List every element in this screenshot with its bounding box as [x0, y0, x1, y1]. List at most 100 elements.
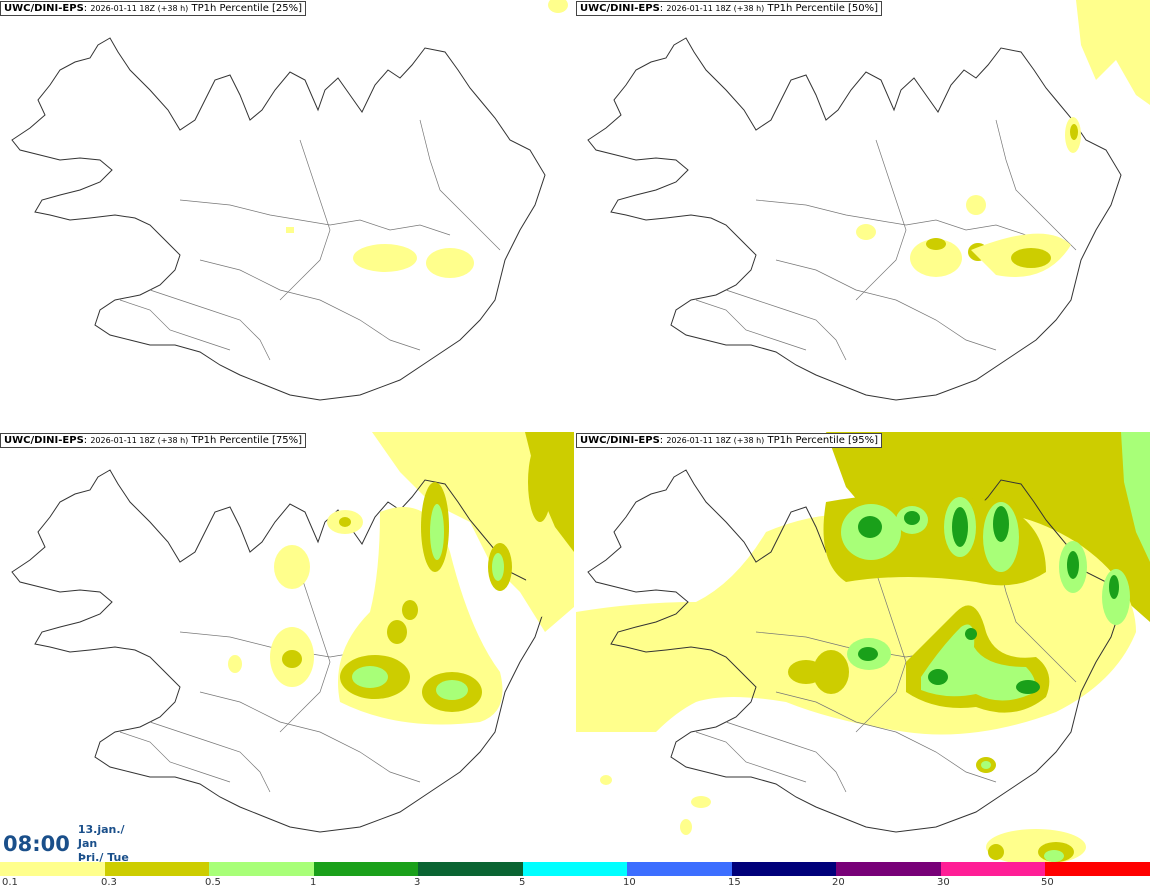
precip-area: [965, 628, 977, 640]
precip-area: [600, 775, 612, 785]
precip-area: [1121, 432, 1150, 562]
colorbar-segment: [627, 862, 732, 876]
map-panel-p25: UWC/DINI-EPS: 2026-01-11 18Z (+38 h) TP1…: [0, 0, 574, 430]
panel-title: UWC/DINI-EPS: 2026-01-11 18Z (+38 h) TP1…: [576, 1, 883, 16]
iceland-outline: [587, 37, 1122, 401]
precip-area: [228, 655, 242, 673]
colorbar-tick-label: 0.1: [2, 877, 18, 888]
precip-area: [904, 511, 920, 525]
precip-area: [1011, 248, 1051, 268]
precip-area: [1070, 124, 1078, 140]
precip-area: [1076, 0, 1150, 105]
precip-area: [1109, 575, 1119, 599]
valid-time-clock: 08:00: [3, 832, 70, 856]
precip-area: [352, 666, 388, 688]
precip-area: [680, 819, 692, 835]
precip-area: [387, 620, 407, 644]
colorbar-tick-label: 3: [414, 877, 421, 888]
precip-area: [952, 507, 968, 547]
colorbar-ticks: 0.1 0.3 0.5 1 3 5 10 15 20 30 50: [0, 877, 1150, 891]
precip-area: [372, 432, 574, 632]
valid-time-dates: 13.jan./ Jan Þri./ Tue: [78, 823, 136, 865]
colorbar-segment: [731, 862, 837, 876]
precip-colorbar: [0, 862, 1150, 876]
colorbar-segment: [209, 862, 314, 876]
precip-area: [402, 600, 418, 620]
map-svg-p75: [11, 432, 574, 833]
colorbar-tick-label: 20: [832, 877, 845, 888]
precip-area: [988, 844, 1004, 860]
panel-source: UWC/DINI-EPS: [4, 3, 84, 14]
panel-source: UWC/DINI-EPS: [4, 435, 84, 446]
precip-area: [921, 624, 1035, 701]
map-svg-p50: [587, 0, 1150, 401]
precip-area: [910, 239, 962, 277]
precip-area: [981, 761, 991, 769]
precip-area: [353, 244, 417, 272]
precip-area: [282, 650, 302, 668]
precip-area: [1044, 850, 1064, 862]
precip-area: [526, 547, 554, 617]
precip-area: [993, 506, 1009, 542]
colorbar-segment: [0, 862, 105, 876]
colorbar-tick-label: 1: [310, 877, 317, 888]
map-svg-p95: [576, 432, 1150, 862]
precip-area: [492, 553, 504, 581]
colorbar-tick-label: 10: [623, 877, 636, 888]
precip-area: [528, 442, 552, 522]
precip-area: [926, 238, 946, 250]
colorbar-segment: [940, 862, 1046, 876]
panel-title: UWC/DINI-EPS: 2026-01-11 18Z (+38 h) TP1…: [576, 433, 883, 448]
map-panel-p50: UWC/DINI-EPS: 2026-01-11 18Z (+38 h) TP1…: [576, 0, 1150, 430]
panel-title: UWC/DINI-EPS: 2026-01-11 18Z (+38 h) TP1…: [0, 1, 307, 16]
panel-run: 2026-01-11 18Z (+38 h): [666, 436, 765, 445]
precip-area: [436, 680, 468, 700]
map-panel-p95: UWC/DINI-EPS: 2026-01-11 18Z (+38 h) TP1…: [576, 432, 1150, 862]
precip-area: [274, 545, 310, 589]
precip-area: [813, 650, 849, 694]
precip-area: [339, 517, 351, 527]
panel-run: 2026-01-11 18Z (+38 h): [90, 436, 189, 445]
colorbar-tick-label: 0.5: [205, 877, 221, 888]
panel-run: 2026-01-11 18Z (+38 h): [666, 4, 765, 13]
panel-title: UWC/DINI-EPS: 2026-01-11 18Z (+38 h) TP1…: [0, 433, 307, 448]
panel-divider: [0, 430, 1150, 432]
valid-time-box: 08:00 13.jan./ Jan Þri./ Tue: [0, 823, 136, 865]
colorbar-segment: [104, 862, 210, 876]
valid-date-line: 13.jan./ Jan: [77, 823, 125, 850]
iceland-outline: [11, 37, 546, 401]
precip-area: [858, 516, 882, 538]
panel-source: UWC/DINI-EPS: [580, 3, 660, 14]
precip-area: [1067, 551, 1079, 579]
precip-area: [1016, 680, 1040, 694]
precip-area: [928, 669, 948, 685]
precip-area: [788, 660, 824, 684]
precip-area: [691, 796, 711, 808]
colorbar-segment: [1045, 862, 1150, 876]
colorbar-segment: [522, 862, 628, 876]
valid-day-line: Þri./ Tue: [77, 851, 129, 864]
panel-product: TP1h Percentile [25%]: [191, 3, 303, 14]
colorbar-tick-label: 15: [728, 877, 741, 888]
panel-product: TP1h Percentile [50%]: [767, 3, 879, 14]
panel-source: UWC/DINI-EPS: [580, 435, 660, 446]
precip-area: [430, 504, 444, 560]
precip-area: [548, 0, 568, 13]
colorbar-segment: [836, 862, 941, 876]
panel-run: 2026-01-11 18Z (+38 h): [90, 4, 189, 13]
colorbar-tick-label: 0.3: [101, 877, 117, 888]
precip-area: [426, 248, 474, 278]
colorbar-tick-label: 5: [519, 877, 526, 888]
panel-product: TP1h Percentile [95%]: [767, 435, 879, 446]
colorbar-tick-label: 50: [1041, 877, 1054, 888]
map-svg-p25: [11, 0, 568, 401]
precip-area: [286, 227, 294, 233]
panel-product: TP1h Percentile [75%]: [191, 435, 303, 446]
colorbar-segment: [313, 862, 419, 876]
colorbar-tick-label: 30: [937, 877, 950, 888]
precip-area: [966, 195, 986, 215]
colorbar-segment: [418, 862, 523, 876]
precip-area: [856, 224, 876, 240]
precip-area: [858, 647, 878, 661]
map-panel-p75: UWC/DINI-EPS: 2026-01-11 18Z (+38 h) TP1…: [0, 432, 574, 862]
